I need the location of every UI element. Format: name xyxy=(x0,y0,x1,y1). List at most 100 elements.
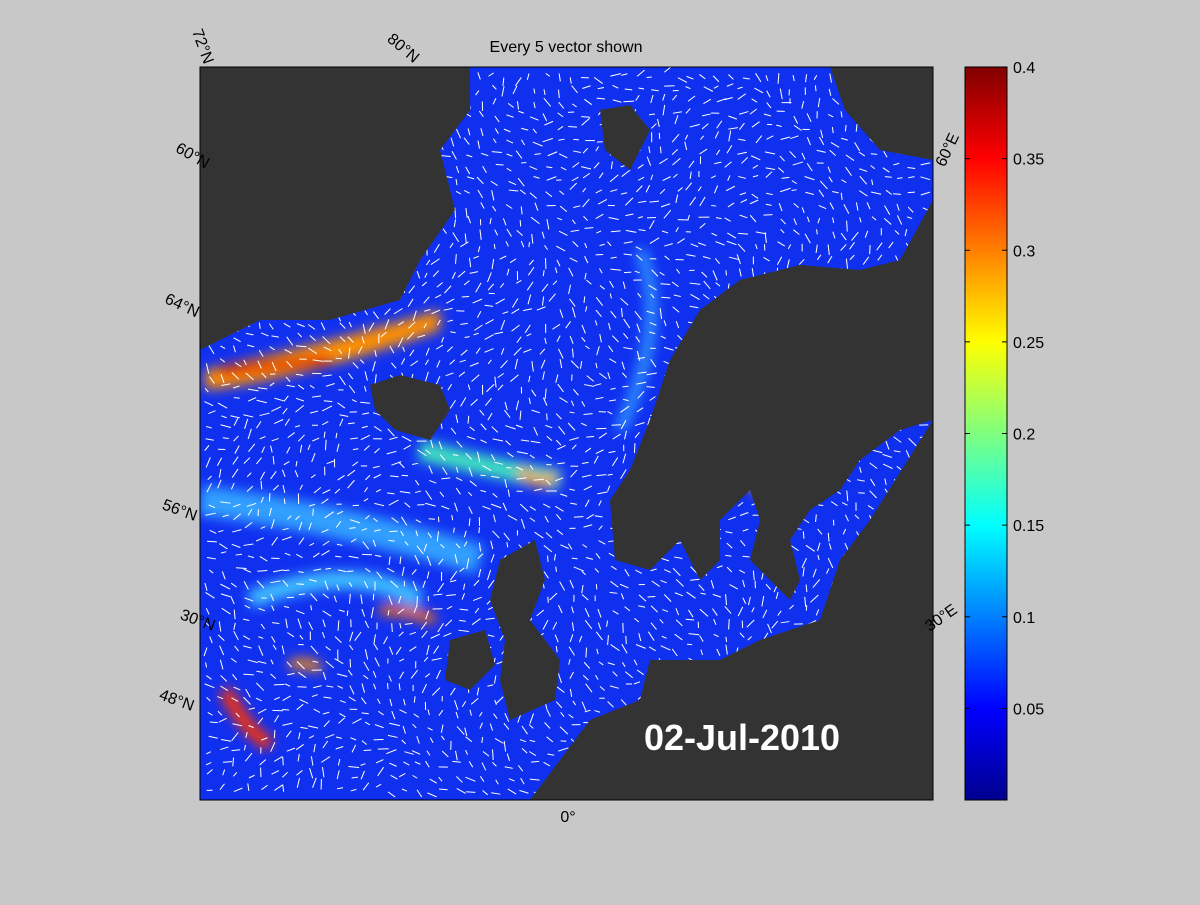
vector xyxy=(626,636,627,644)
vector xyxy=(933,491,943,493)
vector xyxy=(296,584,304,585)
grid-label: 0° xyxy=(560,809,575,826)
colorbar-tick-label: 0.35 xyxy=(1013,152,1044,169)
vector xyxy=(364,750,372,751)
vector xyxy=(933,444,941,450)
vector xyxy=(223,438,229,439)
colorbar-tick-label: 0.15 xyxy=(1013,518,1044,535)
grid-label: 80°N xyxy=(384,31,422,67)
vector xyxy=(938,740,945,744)
vector xyxy=(313,509,314,516)
vector xyxy=(335,556,341,557)
vector xyxy=(934,697,937,703)
grid-label: 60°E xyxy=(933,131,963,170)
vector xyxy=(934,77,936,84)
vector xyxy=(764,215,773,216)
vector xyxy=(711,205,716,206)
vector xyxy=(234,398,240,399)
vector xyxy=(269,493,270,502)
grid-label: 64°N xyxy=(162,291,202,322)
vector xyxy=(938,790,944,793)
vector xyxy=(531,761,539,762)
vector xyxy=(729,619,730,629)
vector xyxy=(388,540,394,541)
vector xyxy=(347,610,348,615)
vector xyxy=(392,623,393,632)
grid-label: 48°N xyxy=(157,687,196,715)
vector xyxy=(349,528,355,529)
vector xyxy=(934,217,940,219)
colorbar-tick-label: 0.1 xyxy=(1013,610,1035,627)
vector xyxy=(274,730,275,738)
vector xyxy=(934,167,942,168)
date-label: 02-Jul-2010 xyxy=(644,717,840,758)
vector xyxy=(586,648,587,658)
vector xyxy=(937,515,942,521)
vector xyxy=(573,139,579,140)
vector xyxy=(847,221,848,232)
vector xyxy=(634,443,635,453)
vector xyxy=(934,322,938,329)
colorbar-tick-label: 0.4 xyxy=(1013,60,1035,77)
vector xyxy=(937,416,947,420)
vector xyxy=(584,296,585,302)
map xyxy=(200,67,946,802)
vector xyxy=(389,531,397,532)
vector xyxy=(934,441,940,443)
vector xyxy=(417,596,418,607)
vector xyxy=(935,90,937,99)
vector xyxy=(728,284,729,289)
vector xyxy=(479,527,480,533)
vector xyxy=(659,133,660,139)
vector xyxy=(210,722,218,723)
vector xyxy=(581,117,590,118)
vector xyxy=(725,555,731,556)
vector xyxy=(623,101,634,102)
vector xyxy=(934,336,935,342)
vector xyxy=(815,85,816,91)
vector xyxy=(480,475,485,476)
vector xyxy=(934,372,936,379)
vector xyxy=(936,528,945,530)
vector xyxy=(350,659,351,668)
vector xyxy=(529,242,530,247)
grid-label: 72°N xyxy=(188,27,216,66)
vector xyxy=(871,154,877,155)
vector xyxy=(584,228,593,229)
vector xyxy=(347,571,353,572)
vector xyxy=(938,546,943,547)
vector xyxy=(936,191,944,193)
vector xyxy=(893,194,901,195)
vector xyxy=(243,674,254,675)
vector xyxy=(738,233,748,234)
colorbar-tick-label: 0.05 xyxy=(1013,701,1044,718)
vector xyxy=(936,566,944,573)
vector xyxy=(937,273,940,283)
vector xyxy=(935,758,944,764)
vector xyxy=(817,229,818,234)
vector xyxy=(660,147,661,154)
vector xyxy=(934,663,938,673)
colorbar-tick-label: 0.3 xyxy=(1013,243,1035,260)
vector xyxy=(686,619,694,620)
vector xyxy=(493,749,494,760)
vector xyxy=(934,385,940,388)
vector xyxy=(937,177,943,180)
colorbar xyxy=(965,67,1007,800)
vector xyxy=(933,310,937,315)
colorbar-tick-label: 0.2 xyxy=(1013,427,1035,444)
vector xyxy=(935,242,936,250)
vector xyxy=(885,177,892,178)
vector xyxy=(937,427,945,430)
vector xyxy=(936,229,939,236)
vector xyxy=(648,596,656,597)
vector xyxy=(284,498,285,504)
vector xyxy=(622,386,628,387)
vector xyxy=(326,440,327,451)
vector xyxy=(568,127,577,128)
title: Every 5 vector shown xyxy=(490,39,643,56)
vector xyxy=(283,757,284,766)
vector xyxy=(936,712,942,716)
vector xyxy=(933,129,937,133)
